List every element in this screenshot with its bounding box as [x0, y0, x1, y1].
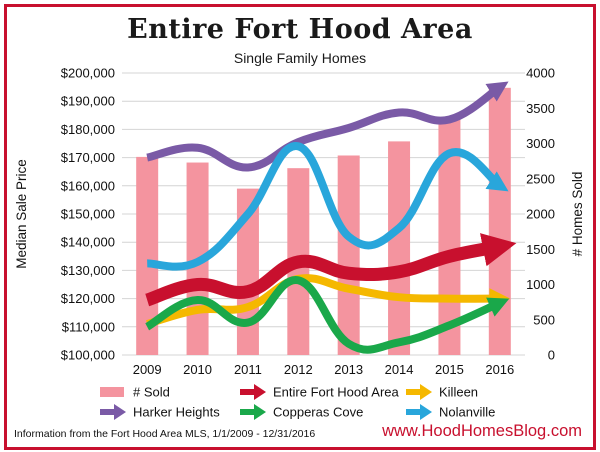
legend-label--sold: # Sold: [133, 385, 170, 400]
legend-swatch-entire-fort-hood-area: [240, 384, 266, 400]
legend: # Sold Entire Fort Hood Area Killeen Harker…: [100, 384, 495, 420]
bar-sold-2011: [236, 188, 259, 355]
y-tick-left: $180,000: [61, 122, 115, 137]
source-note: Information from the Fort Hood Area MLS,…: [14, 428, 316, 440]
line-entire-fort-hood-area: [145, 233, 517, 307]
chart-title: Entire Fort Hood Area: [127, 14, 473, 45]
legend-swatch-killeen: [406, 384, 432, 400]
x-tick: 2009: [133, 362, 162, 377]
y-tick-left: $100,000: [61, 348, 115, 363]
bar-sold-2014: [388, 141, 411, 355]
x-tick: 2012: [284, 362, 313, 377]
x-tick: 2015: [435, 362, 464, 377]
bar-sold-2009: [136, 156, 159, 355]
line-harker-heights: [146, 81, 509, 172]
y-tick-left: $130,000: [61, 263, 115, 278]
legend-label-killeen: Killeen: [439, 385, 478, 400]
legend-label-copperas-cove: Copperas Cove: [273, 405, 363, 420]
bar-sold-2013: [337, 155, 360, 355]
line-nolanville: [146, 142, 509, 271]
y-tick-right: 1000: [526, 277, 555, 292]
legend-swatch-harker-heights: [100, 404, 126, 420]
line-copperas-cove: [145, 276, 510, 354]
y-tick-left: $150,000: [61, 207, 115, 222]
legend-swatch-nolanville: [406, 404, 432, 420]
y-tick-left: $120,000: [61, 291, 115, 306]
y-tick-right: 3000: [526, 136, 555, 151]
legend-swatch-copperas-cove: [240, 404, 266, 420]
x-tick: 2010: [183, 362, 212, 377]
line-series: [145, 81, 517, 354]
y-axis-label-right: # Homes Sold: [570, 172, 585, 257]
y-axis-label-left: Median Sale Price: [14, 159, 29, 269]
y-tick-left: $140,000: [61, 235, 115, 250]
legend-label-harker-heights: Harker Heights: [133, 405, 220, 420]
y-tick-right: 1500: [526, 242, 555, 257]
y-tick-left: $200,000: [61, 66, 115, 81]
y-tick-left: $110,000: [62, 319, 115, 334]
y-tick-left: $170,000: [61, 150, 115, 165]
x-tick: 2011: [234, 362, 262, 377]
website-link[interactable]: www.HoodHomesBlog.com: [382, 422, 582, 440]
x-tick: 2016: [485, 362, 514, 377]
y-tick-right: 2000: [526, 207, 555, 222]
y-tick-left: $160,000: [61, 178, 115, 193]
y-tick-right: 3500: [526, 101, 555, 116]
bar-sold-2016: [488, 87, 511, 356]
legend-label-entire-fort-hood-area: Entire Fort Hood Area: [273, 385, 399, 400]
y-tick-left: $190,000: [61, 94, 115, 109]
axes: $100,000 $110,000 $120,000 $130,000 $140,000…: [14, 66, 585, 378]
line-killeen: [146, 274, 511, 328]
x-tick: 2013: [334, 362, 363, 377]
y-tick-right: 2500: [526, 171, 555, 186]
x-tick: 2014: [385, 362, 414, 377]
legend-label-nolanville: Nolanville: [439, 405, 495, 420]
y-tick-right: 4000: [526, 66, 555, 81]
y-tick-right: 0: [548, 348, 555, 363]
legend-swatch--sold: [100, 387, 124, 397]
y-tick-right: 500: [533, 312, 555, 327]
chart-subtitle: Single Family Homes: [233, 50, 367, 66]
